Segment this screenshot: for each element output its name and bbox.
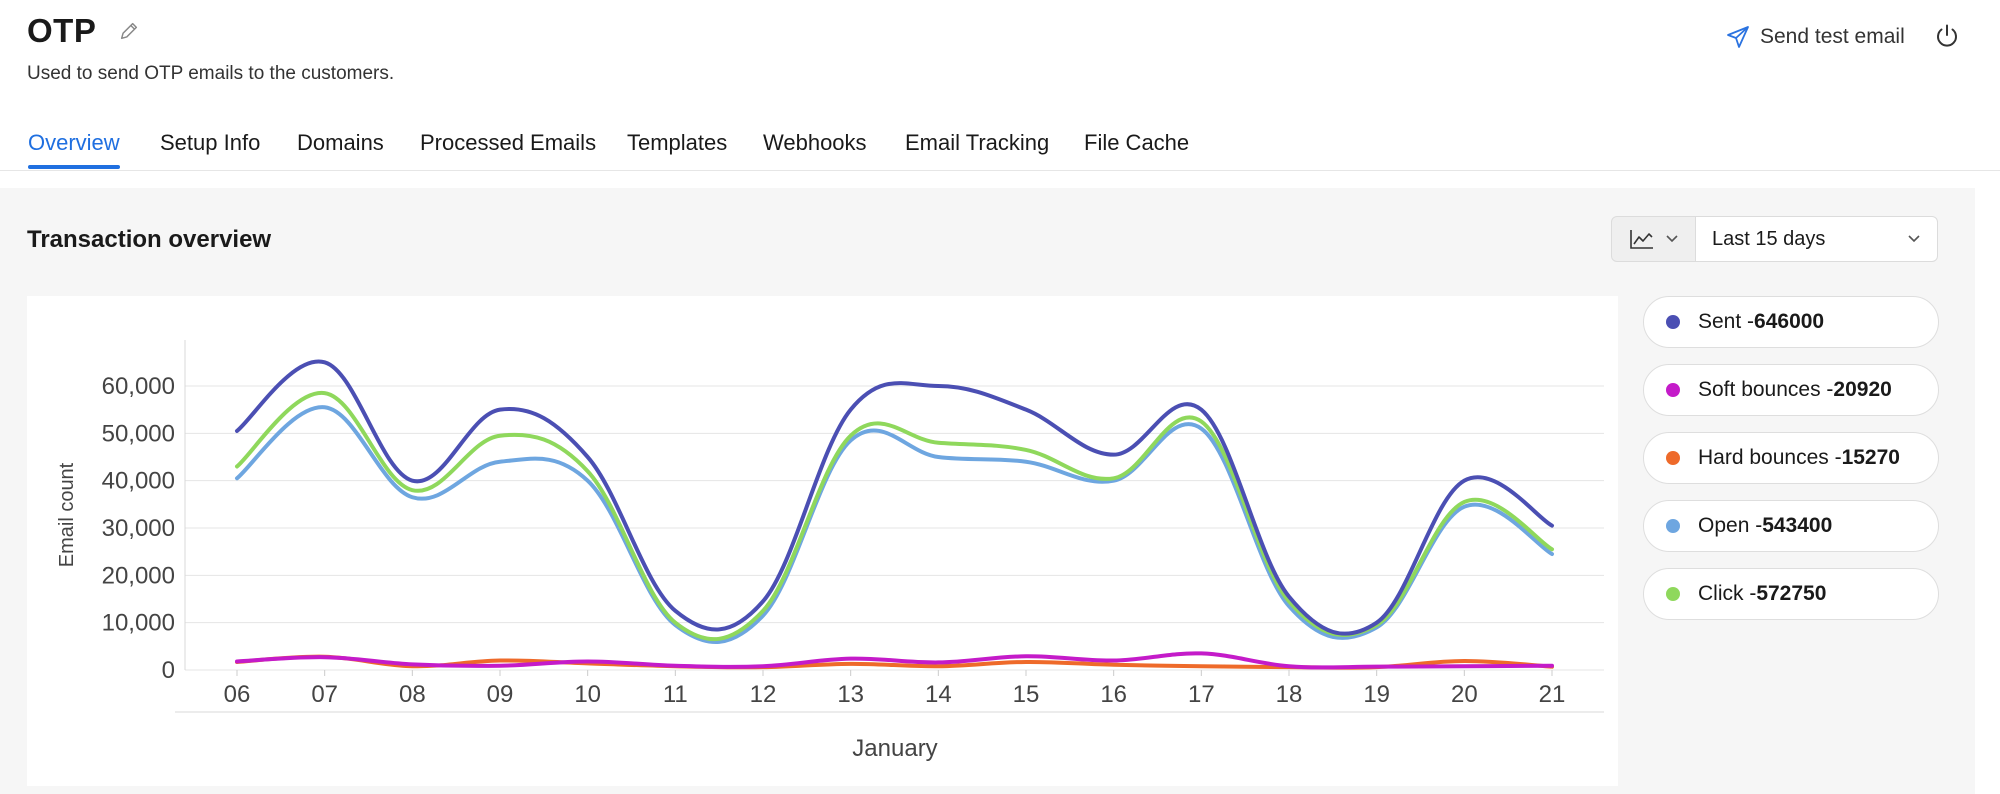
y-tick-label: 20,000 (102, 562, 175, 589)
y-tick-label: 0 (162, 657, 175, 684)
x-tick-label: 18 (1276, 681, 1303, 708)
y-tick-label: 30,000 (102, 515, 175, 542)
series-line-soft-bounces (235, 651, 1554, 670)
send-test-email-label: Send test email (1760, 25, 1905, 48)
chevron-down-icon (1665, 235, 1678, 243)
tab-bar: Overview Setup Info Domains Processed Em… (0, 126, 2000, 171)
legend-label: Hard bounces - (1698, 446, 1842, 469)
series-line-open (235, 405, 1554, 645)
legend-item-open[interactable]: Open - 543400 (1643, 500, 1939, 552)
send-icon (1727, 26, 1749, 48)
legend-dot (1666, 451, 1680, 465)
pencil-icon[interactable] (118, 20, 140, 42)
date-range-value: Last 15 days (1712, 227, 1826, 250)
chart-legend: Sent - 646000 Soft bounces - 20920 Hard … (1643, 296, 1939, 636)
x-tick-label: 10 (574, 681, 601, 708)
tab-templates[interactable]: Templates (627, 130, 728, 155)
y-axis-label: Email count (56, 462, 78, 567)
page-subtitle: Used to send OTP emails to the customers… (27, 63, 395, 84)
x-tick-label: 11 (663, 681, 688, 708)
legend-item-soft-bounces[interactable]: Soft bounces - 20920 (1643, 364, 1939, 416)
panel-title: Transaction overview (27, 226, 272, 253)
x-tick-label: 14 (925, 681, 952, 708)
x-tick-label: 07 (311, 681, 338, 708)
y-tick-label: 40,000 (102, 468, 175, 495)
y-tick-label: 10,000 (102, 610, 175, 637)
power-icon[interactable] (1933, 22, 1961, 50)
tab-file-cache[interactable]: File Cache (1084, 130, 1190, 155)
line-chart-icon (1629, 230, 1653, 249)
x-tick-label: 13 (837, 681, 864, 708)
x-tick-label: 17 (1188, 681, 1215, 708)
legend-value: 572750 (1756, 582, 1827, 605)
x-tick-label: 16 (1100, 681, 1127, 708)
x-tick-label: 19 (1363, 681, 1390, 708)
x-tick-label: 12 (750, 681, 777, 708)
tab-webhooks[interactable]: Webhooks (763, 130, 867, 155)
x-axis-label: January (852, 735, 937, 762)
x-tick-label: 21 (1539, 681, 1566, 708)
tab-setup-info[interactable]: Setup Info (160, 130, 261, 155)
transaction-overview-panel: Transaction overview Last 15 days 0 10,00… (0, 188, 1975, 794)
line-chart: 0 10,000 20,000 30,000 40,000 50,000 60,000 06 0… (56, 340, 1604, 762)
date-range-select[interactable]: Last 15 days (1695, 216, 1938, 262)
x-tick-label: 20 (1451, 681, 1478, 708)
send-test-email-button[interactable]: Send test email (1726, 22, 1905, 52)
x-tick-label: 15 (1013, 681, 1040, 708)
legend-value: 646000 (1754, 310, 1825, 333)
legend-dot (1666, 383, 1680, 397)
x-tick-label: 09 (487, 681, 514, 708)
y-tick-label: 50,000 (102, 420, 175, 447)
legend-value: 20920 (1833, 378, 1892, 401)
legend-value: 543400 (1762, 514, 1833, 537)
y-tick-label: 60,000 (102, 373, 175, 400)
series-line-sent (235, 359, 1554, 636)
series-line-click (235, 391, 1554, 642)
x-tick-label: 08 (399, 681, 426, 708)
legend-item-hard-bounces[interactable]: Hard bounces - 15270 (1643, 432, 1939, 484)
x-tick-label: 06 (224, 681, 251, 708)
legend-dot (1666, 519, 1680, 533)
legend-item-sent[interactable]: Sent - 646000 (1643, 296, 1939, 348)
legend-label: Open - (1698, 514, 1763, 537)
tab-overview[interactable]: Overview (28, 130, 120, 169)
legend-value: 15270 (1841, 446, 1900, 469)
legend-label: Soft bounces - (1698, 378, 1834, 401)
tab-processed-emails[interactable]: Processed Emails (420, 130, 597, 155)
transaction-chart: 0 10,000 20,000 30,000 40,000 50,000 60,000 06 0… (27, 296, 1618, 786)
chevron-down-icon (1908, 235, 1920, 243)
legend-dot (1666, 315, 1680, 329)
chart-type-dropdown[interactable] (1611, 216, 1696, 262)
tab-email-tracking[interactable]: Email Tracking (905, 130, 1050, 155)
page-header: OTP Used to send OTP emails to the custo… (0, 0, 2000, 170)
legend-label: Sent - (1698, 310, 1755, 333)
legend-label: Click - (1698, 582, 1757, 605)
page-title: OTP (27, 12, 97, 49)
tab-domains[interactable]: Domains (297, 130, 384, 155)
legend-item-click[interactable]: Click - 572750 (1643, 568, 1939, 620)
legend-dot (1666, 587, 1680, 601)
